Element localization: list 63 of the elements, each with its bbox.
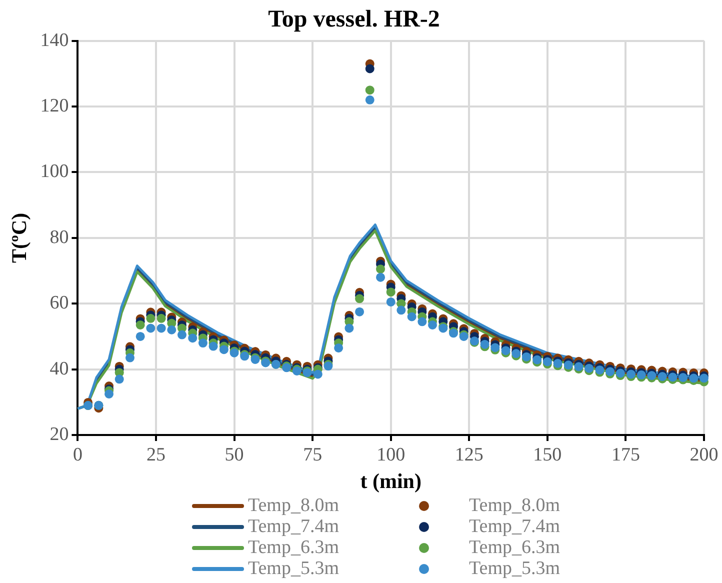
point — [480, 340, 490, 349]
point — [156, 324, 166, 333]
point — [365, 95, 374, 104]
point — [376, 272, 386, 282]
point — [386, 288, 396, 297]
point — [428, 320, 437, 330]
point — [376, 264, 386, 274]
point — [700, 374, 708, 383]
point — [418, 317, 427, 326]
point — [355, 294, 364, 304]
point — [542, 357, 552, 366]
point — [146, 314, 156, 323]
point — [616, 368, 625, 378]
point — [114, 374, 124, 384]
x-axis-title: t (min) — [360, 468, 422, 493]
y-tick-label: 120 — [40, 95, 69, 116]
point — [626, 370, 636, 379]
point — [167, 325, 176, 334]
x-tick-label: 100 — [376, 444, 406, 466]
point — [355, 307, 364, 316]
chart-title: Top vessel. HR-2 — [268, 6, 440, 33]
legend-label: Temp_5.3m — [469, 558, 560, 580]
y-axis-title: T(ºC) — [7, 212, 32, 263]
point — [136, 332, 145, 341]
point — [136, 320, 145, 330]
x-tick-label: 125 — [454, 444, 484, 466]
x-tick-label: 25 — [146, 444, 166, 466]
point — [365, 86, 374, 95]
point — [198, 338, 208, 348]
y-tick-label: 40 — [50, 358, 69, 380]
point — [208, 342, 218, 351]
point — [334, 343, 344, 352]
legend-label: Temp_6.3m — [469, 536, 560, 558]
legend-label: Temp_8.0m — [248, 494, 339, 516]
y-tick-label: 60 — [50, 292, 69, 314]
point — [313, 370, 322, 379]
point — [156, 314, 166, 323]
point — [125, 353, 134, 362]
point — [396, 306, 406, 315]
y-tick-label: 20 — [50, 424, 69, 445]
point — [177, 330, 186, 340]
x-tick-label: 50 — [224, 444, 244, 466]
point — [219, 345, 228, 354]
point — [386, 297, 396, 306]
point — [365, 64, 374, 74]
y-tick-label: 140 — [40, 30, 69, 51]
y-tick-label: 80 — [50, 226, 69, 248]
legend-label: Temp_7.4m — [248, 516, 339, 538]
point — [104, 389, 114, 398]
legend-label: Temp_5.3m — [248, 558, 339, 580]
point — [188, 334, 198, 343]
y-tick-label: 100 — [40, 161, 69, 182]
legend-label: Temp_7.4m — [469, 516, 560, 538]
x-tick-label: 75 — [303, 444, 322, 466]
x-tick-label: 200 — [690, 444, 718, 466]
x-tick-label: 150 — [533, 444, 562, 466]
point — [407, 312, 416, 322]
legend-label: Temp_6.3m — [248, 536, 339, 558]
point — [344, 324, 354, 333]
legend-label: Temp_8.0m — [469, 494, 560, 516]
point — [146, 324, 156, 333]
x-tick-label: 175 — [611, 444, 640, 466]
x-tick-label: 0 — [72, 444, 82, 466]
